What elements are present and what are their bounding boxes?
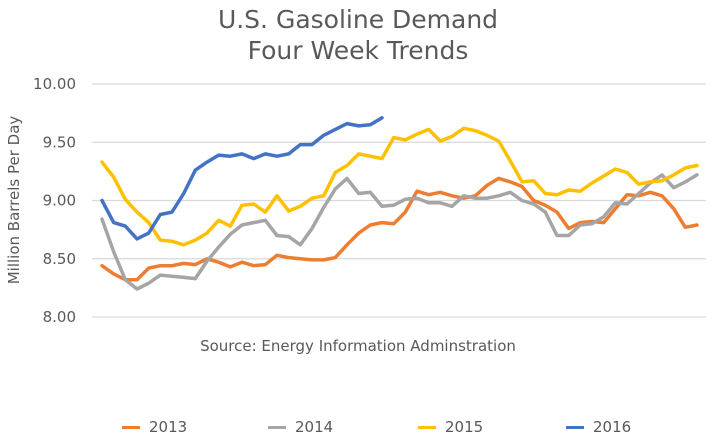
series-line-2016 (100, 116, 384, 241)
legend-swatch (268, 425, 286, 429)
chart-title-line1: U.S. Gasoline Demand (217, 5, 499, 34)
legend-item-2016: 2016 (566, 418, 631, 436)
y-tick-label: 9.00 (43, 192, 76, 210)
legend-swatch (122, 425, 140, 429)
legend: 2013 2014 2015 2016 (0, 418, 716, 442)
y-axis-ticks: 10.00 9.50 9.00 8.50 8.00 (33, 75, 76, 326)
legend-item-2013: 2013 (122, 418, 187, 436)
source-annotation: Source: Energy Information Adminstration (200, 337, 516, 355)
legend-label: 2016 (593, 418, 632, 436)
series-line-2013 (100, 176, 699, 282)
series-line-2015 (100, 126, 699, 247)
y-tick-label: 8.00 (43, 308, 76, 326)
legend-item-2014: 2014 (268, 418, 333, 436)
legend-label: 2015 (445, 418, 484, 436)
legend-swatch (418, 425, 436, 429)
legend-item-2015: 2015 (418, 418, 483, 436)
legend-swatch (566, 425, 584, 429)
series-line-2014 (100, 173, 699, 291)
legend-label: 2014 (295, 418, 334, 436)
y-tick-label: 8.50 (43, 250, 76, 268)
chart-title: U.S. Gasoline Demand Four Week Trends (0, 4, 716, 66)
series-lines (100, 116, 699, 291)
y-tick-label: 10.00 (33, 75, 76, 93)
chart-subtitle: Four Week Trends (247, 36, 469, 65)
legend-label: 2013 (149, 418, 188, 436)
gridlines (92, 83, 706, 318)
y-tick-label: 9.50 (43, 133, 76, 151)
